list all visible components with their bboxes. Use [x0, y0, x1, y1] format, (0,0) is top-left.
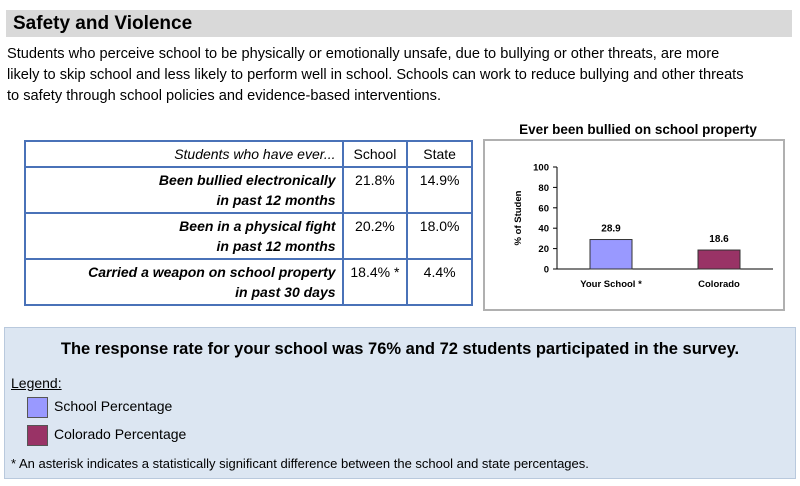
- intro-line: to safety through school policies and ev…: [7, 88, 442, 104]
- bullying-bar-chart: 0 20 40 60 80 100 % of Studen 28.9 Your School *…: [513, 163, 773, 290]
- section-title: Safety and Violence: [13, 13, 193, 34]
- question-line: Carried a weapon on school property: [88, 264, 336, 280]
- y-tick-label: 40: [538, 224, 549, 235]
- row-question: Been bullied electronically in past 12 m…: [24, 166, 344, 214]
- state-value: 4.4%: [406, 258, 473, 306]
- behavior-table: Students who have ever... School State B…: [24, 140, 473, 306]
- school-value: 20.2%: [341, 212, 409, 260]
- legend-item-school: School Percentage: [27, 395, 172, 418]
- legend-label: Legend:: [11, 375, 62, 391]
- row-question: Carried a weapon on school property in p…: [24, 258, 344, 306]
- header-question: Students who have ever...: [24, 140, 344, 168]
- question-line: in past 30 days: [235, 284, 336, 300]
- bar: [589, 239, 633, 270]
- legend-text: Colorado Percentage: [54, 426, 187, 442]
- intro-line: likely to skip school and less likely to…: [7, 67, 744, 83]
- school-value: 21.8%: [341, 166, 409, 214]
- table-row: Been in a physical fight in past 12 mont…: [24, 212, 473, 260]
- section-header: Safety and Violence: [6, 10, 792, 37]
- y-tick-label: 80: [538, 183, 549, 194]
- y-axis-label: % of Studen: [513, 190, 524, 245]
- question-line: in past 12 months: [216, 238, 336, 254]
- state-value: 18.0%: [406, 212, 473, 260]
- chart-title: Ever been bullied on school property: [519, 122, 757, 137]
- question-line: Been in a physical fight: [179, 218, 336, 234]
- table-header-row: Students who have ever... School State: [24, 140, 473, 168]
- y-tick-label: 0: [544, 265, 549, 276]
- x-tick-label: Your School *: [580, 279, 642, 290]
- question-line: in past 12 months: [216, 192, 336, 208]
- data-label: 28.9: [601, 224, 621, 235]
- y-tick-label: 20: [538, 244, 549, 255]
- header-school: School: [341, 140, 409, 168]
- chart-frame: [483, 139, 785, 311]
- response-rate: The response rate for your school was 76…: [60, 340, 740, 358]
- y-tick-label: 60: [538, 203, 549, 214]
- question-line: Been bullied electronically: [158, 172, 336, 188]
- data-label: 18.6: [709, 234, 729, 245]
- state-value: 14.9%: [406, 166, 473, 214]
- intro-paragraph: Students who perceive school to be physi…: [7, 44, 787, 107]
- x-tick-label: Colorado: [698, 279, 740, 290]
- legend-swatch-colorado: [27, 424, 48, 446]
- y-tick-label: 100: [533, 163, 549, 174]
- header-state: State: [406, 140, 473, 168]
- footnote: * An asterisk indicates a statistically …: [11, 456, 589, 471]
- bar: [697, 249, 741, 270]
- legend-text: School Percentage: [54, 398, 173, 414]
- legend-swatch-school: [27, 396, 48, 418]
- school-value: 18.4% *: [341, 258, 409, 306]
- table-row: Carried a weapon on school property in p…: [24, 258, 473, 306]
- table-row: Been bullied electronically in past 12 m…: [24, 166, 473, 214]
- summary-panel: The response rate for your school was 76…: [4, 327, 796, 479]
- row-question: Been in a physical fight in past 12 mont…: [24, 212, 344, 260]
- intro-line: Students who perceive school to be physi…: [7, 46, 720, 62]
- legend-item-colorado: Colorado Percentage: [27, 423, 186, 446]
